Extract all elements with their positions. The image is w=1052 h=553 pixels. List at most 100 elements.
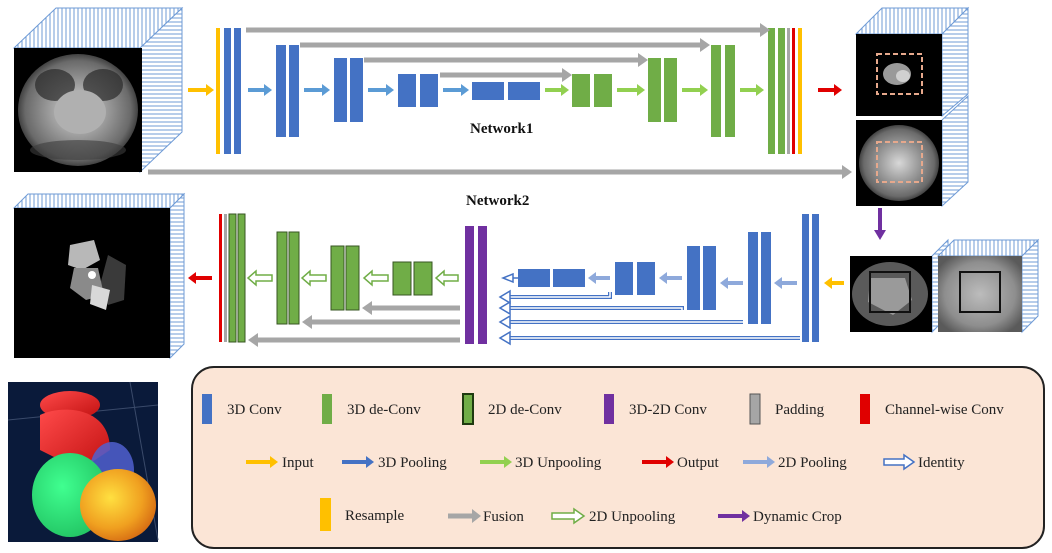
deconv2d-block — [237, 213, 246, 343]
final-segmentation-stack — [12, 192, 186, 360]
2d-unpooling-arrow — [362, 269, 389, 287]
legend-label-padding: Padding — [775, 402, 825, 418]
2d-pooling-arrow — [659, 272, 682, 284]
heart-3d-render — [7, 381, 159, 542]
2d-pooling-arrow — [720, 277, 743, 289]
deconv3d-block — [711, 45, 721, 137]
legend-label-channel-wise-conv: Channel-wise Conv — [885, 402, 1004, 418]
legend-arrow-3d-unpooling — [480, 456, 512, 468]
legend-label-input: Input — [282, 455, 314, 471]
output-arrow — [188, 272, 212, 284]
conv3d-block — [687, 246, 700, 310]
legend-row-misc: Resample Fusion 2D Unpooling Dynamic Cro… — [320, 498, 842, 531]
legend-label-2d-pooling: 2D Pooling — [778, 455, 847, 471]
2d-pooling-arrow — [588, 272, 610, 284]
legend-swatch-3d-deconv — [322, 394, 332, 424]
legend-label-2d-deconv: 2D de-Conv — [488, 402, 562, 418]
legend-label-output: Output — [677, 455, 720, 471]
deconv3d-block — [572, 74, 590, 107]
fusion-arrow — [248, 333, 460, 347]
pooling-arrow — [443, 84, 469, 96]
conv3d-block — [350, 58, 363, 122]
legend-label-fusion: Fusion — [483, 509, 524, 525]
deconv3d-block — [725, 45, 735, 137]
legend-label-2d-unpooling: 2D Unpooling — [589, 509, 676, 525]
resample-block — [216, 28, 220, 154]
conv3d-block — [420, 74, 438, 107]
fusion-arrow — [302, 315, 460, 329]
2d-unpooling-arrow — [434, 269, 459, 287]
legend-swatch-resample — [320, 498, 331, 531]
conv3d-block — [637, 262, 655, 295]
conv3d-block — [334, 58, 347, 122]
padding-block — [787, 28, 790, 154]
conv3d-block — [289, 45, 299, 137]
legend-arrow-3d-pooling — [342, 456, 374, 468]
legend-label-identity: Identity — [918, 455, 965, 471]
legend-panel — [191, 366, 1045, 549]
legend-label-3d-unpooling: 3D Unpooling — [515, 455, 602, 471]
legend-arrow-output — [642, 456, 674, 468]
pooling-arrow — [304, 84, 330, 96]
conv3d-bottleneck-block — [518, 269, 550, 287]
legend-label-3d-conv: 3D Conv — [227, 402, 282, 418]
conv3d-2d-block — [465, 226, 474, 344]
unpooling-arrow — [545, 84, 569, 96]
deconv3d-block — [648, 58, 661, 122]
identity-arrow — [500, 272, 518, 284]
deconv2d-block — [392, 261, 412, 296]
dynamic-crop-arrow — [874, 208, 886, 240]
fusion-arrow — [362, 301, 460, 315]
padding-block — [224, 214, 227, 342]
fusion-arrow — [246, 23, 770, 37]
fusion-arrow — [148, 165, 852, 179]
legend-arrow-fusion — [448, 509, 481, 523]
conv3d-block — [615, 262, 633, 295]
2d-pooling-arrow — [774, 277, 797, 289]
input-volume-stack — [12, 6, 184, 174]
legend-arrow-2d-pooling — [743, 456, 775, 468]
unpooling-arrow — [617, 84, 645, 96]
pooling-arrow — [368, 84, 394, 96]
legend-swatch-2d-deconv — [462, 393, 474, 425]
2d-unpooling-arrow — [246, 269, 273, 287]
conv3d-bottleneck-block — [553, 269, 585, 287]
conv3d-block — [802, 214, 809, 342]
legend-row-arrows: Input 3D Pooling 3D Unpooling Output 2D … — [246, 453, 965, 471]
identity-arrow — [498, 314, 743, 330]
segmentation-output-stack — [854, 6, 970, 118]
legend-swatch-padding — [749, 393, 761, 425]
legend-swatch-channel-wise-conv — [860, 394, 870, 424]
legend-swatch-3d-2d-conv — [604, 394, 614, 424]
conv3d-block — [398, 74, 416, 107]
channel-wise-conv-block — [792, 28, 795, 154]
deconv2d-block — [276, 231, 288, 325]
conv3d-block — [276, 45, 286, 137]
deconv2d-block — [413, 261, 433, 296]
identity-arrow — [498, 330, 800, 346]
2d-unpooling-arrow — [300, 269, 327, 287]
conv3d-block — [234, 28, 241, 154]
deconv3d-block — [594, 74, 612, 107]
conv3d-block — [761, 232, 771, 324]
legend-swatch-3d-conv — [202, 394, 212, 424]
identity-arrow — [498, 289, 612, 305]
network2-label: Network2 — [466, 193, 529, 209]
legend-label-3d-deconv: 3D de-Conv — [347, 402, 421, 418]
legend-arrow-2d-unpooling — [551, 507, 586, 525]
legend-arrow-identity — [883, 453, 916, 471]
legend-label-3d-2d-conv: 3D-2D Conv — [629, 402, 707, 418]
legend-label-3d-pooling: 3D Pooling — [378, 455, 447, 471]
legend-arrow-input — [246, 456, 278, 468]
conv3d-bottleneck-block — [472, 82, 504, 100]
legend-label-resample: Resample — [345, 508, 404, 524]
deconv3d-block — [778, 28, 785, 154]
unpooling-arrow — [682, 84, 708, 96]
conv3d-block — [812, 214, 819, 342]
unpooling-arrow — [740, 84, 764, 96]
conv3d-2d-block — [478, 226, 487, 344]
cropped-input-pair — [850, 238, 1040, 334]
deconv2d-block — [330, 245, 345, 311]
conv3d-bottleneck-block — [508, 82, 540, 100]
